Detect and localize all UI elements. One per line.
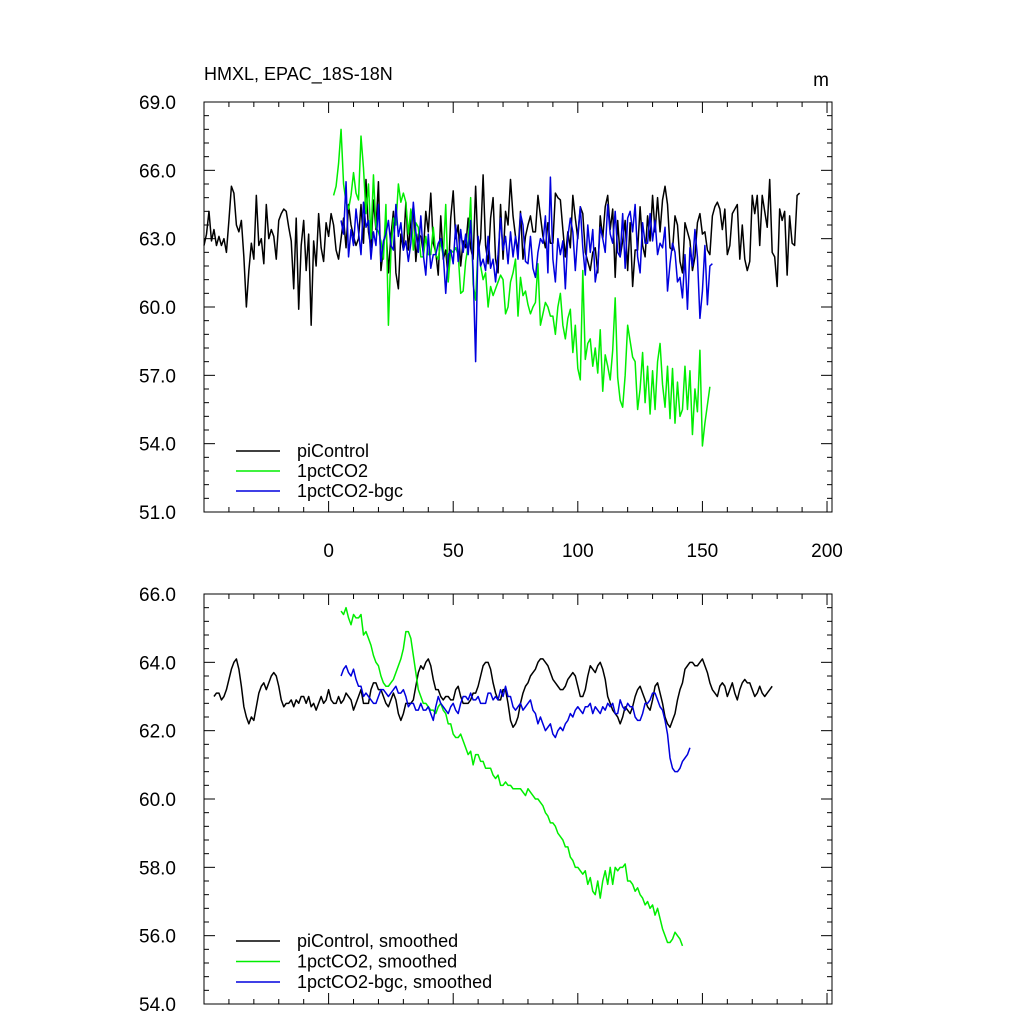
units-label: m — [813, 70, 829, 91]
legend-label: 1pctCO2-bgc, smoothed — [297, 972, 492, 992]
x-tick-label: 50 — [443, 541, 464, 562]
legend-label: 1pctCO2, smoothed — [297, 952, 457, 972]
x-tick-label: 0 — [323, 541, 334, 562]
y-tick-label: 66.0 — [139, 161, 176, 182]
legend-label: 1pctCO2-bgc — [297, 481, 403, 501]
series-line-piControl — [214, 659, 772, 727]
y-tick-label: 54.0 — [139, 995, 176, 1016]
bottom-panel: 54.0 56.0 58.0 60.0 62.0 64.0 66.0 piControl, s… — [139, 585, 832, 1016]
series-line-piControl — [204, 175, 800, 325]
y-tick-label: 62.0 — [139, 722, 176, 743]
y-tick-label: 63.0 — [139, 230, 176, 251]
series-line-1pctCO2-bgc — [341, 666, 690, 772]
y-tick-label: 64.0 — [139, 653, 176, 674]
y-tick-label: 60.0 — [139, 298, 176, 319]
x-tick-label: 150 — [687, 541, 719, 562]
y-tick-label: 56.0 — [139, 927, 176, 948]
y-tick-label: 51.0 — [139, 503, 176, 524]
series-line-1pctCO2 — [341, 608, 682, 946]
top-panel: 0 50 100 150 200 51.0 54.0 57.0 60.0 63.0 66.0 69.0… — [139, 64, 843, 562]
y-tick-label: 66.0 — [139, 585, 176, 606]
series-line-1pctCO2 — [334, 129, 710, 446]
chart-title: HMXL, EPAC_18S-18N — [204, 64, 393, 85]
legend-label: 1pctCO2 — [297, 461, 368, 481]
x-tick-label: 100 — [562, 541, 594, 562]
chart-canvas: 0 50 100 150 200 51.0 54.0 57.0 60.0 63.0 66.0 69.0… — [0, 0, 1024, 1024]
y-tick-label: 58.0 — [139, 858, 176, 879]
y-tick-label: 69.0 — [139, 93, 176, 114]
legend-label: piControl — [297, 441, 369, 461]
y-tick-label: 60.0 — [139, 790, 176, 811]
x-tick-label: 200 — [811, 541, 843, 562]
y-tick-label: 57.0 — [139, 366, 176, 387]
legend-label: piControl, smoothed — [297, 931, 458, 951]
y-tick-label: 54.0 — [139, 435, 176, 456]
